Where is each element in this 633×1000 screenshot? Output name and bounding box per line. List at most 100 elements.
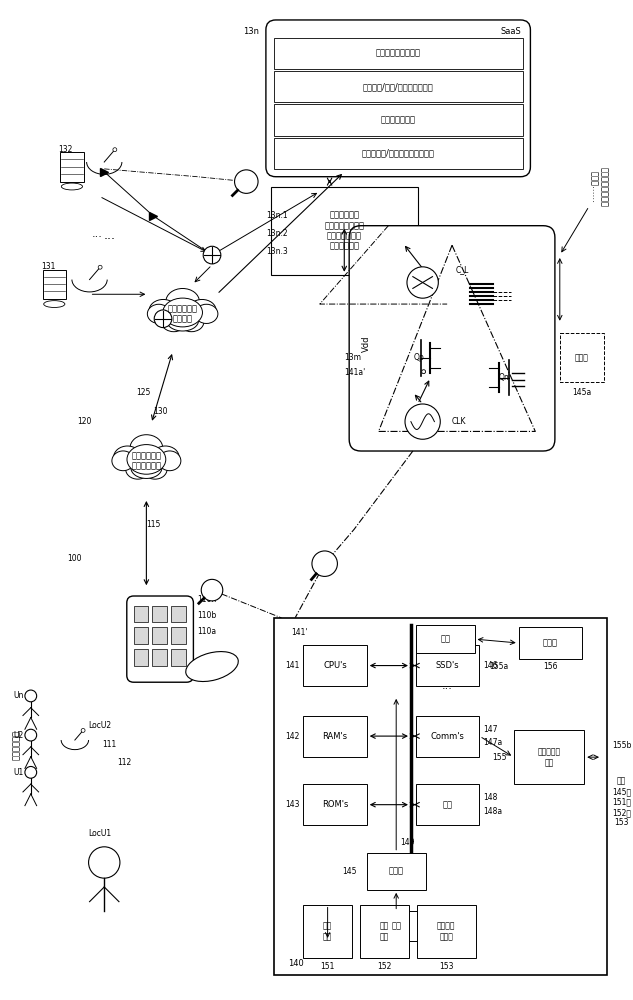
Circle shape bbox=[203, 246, 221, 264]
Circle shape bbox=[89, 847, 120, 878]
Text: 自适应机器学习: 自适应机器学习 bbox=[380, 115, 416, 124]
Text: 显示器: 显示器 bbox=[543, 639, 558, 648]
Circle shape bbox=[235, 170, 258, 193]
Text: 149: 149 bbox=[401, 838, 415, 847]
Text: 112: 112 bbox=[116, 758, 131, 767]
Text: 13m: 13m bbox=[344, 353, 361, 362]
Text: 系统
时钟: 系统 时钟 bbox=[380, 922, 389, 941]
Text: 去往
145、
151、
152、
153: 去往 145、 151、 152、 153 bbox=[611, 777, 631, 827]
Circle shape bbox=[405, 404, 441, 439]
Text: ...: ... bbox=[103, 229, 115, 242]
Text: 141: 141 bbox=[285, 661, 300, 670]
Text: LocU2: LocU2 bbox=[88, 721, 111, 730]
Bar bbox=[134, 606, 148, 622]
Text: 111: 111 bbox=[102, 740, 116, 749]
Bar bbox=[303, 645, 367, 686]
Text: 13n.1: 13n.1 bbox=[266, 211, 287, 220]
Text: Un: Un bbox=[13, 691, 23, 700]
Bar bbox=[153, 606, 167, 622]
Text: U2: U2 bbox=[13, 731, 23, 740]
Circle shape bbox=[98, 265, 102, 269]
Text: 110n: 110n bbox=[197, 595, 216, 604]
Bar bbox=[273, 618, 607, 975]
Circle shape bbox=[25, 690, 37, 702]
Ellipse shape bbox=[195, 304, 218, 323]
Ellipse shape bbox=[185, 652, 238, 682]
Circle shape bbox=[422, 370, 425, 374]
Bar bbox=[360, 905, 409, 958]
Circle shape bbox=[25, 729, 37, 741]
Bar bbox=[134, 627, 148, 644]
Text: 110a: 110a bbox=[197, 627, 216, 636]
Ellipse shape bbox=[161, 312, 186, 332]
Ellipse shape bbox=[127, 445, 166, 474]
Text: 输入: 输入 bbox=[391, 922, 401, 931]
Text: 141a': 141a' bbox=[344, 368, 365, 377]
Bar bbox=[560, 333, 604, 382]
Bar bbox=[303, 716, 367, 757]
Ellipse shape bbox=[130, 435, 163, 462]
Bar bbox=[303, 784, 367, 825]
Text: 131: 131 bbox=[41, 262, 56, 271]
Bar bbox=[514, 730, 584, 784]
Circle shape bbox=[407, 267, 438, 298]
Text: 本地温度
传感器: 本地温度 传感器 bbox=[437, 922, 455, 941]
Ellipse shape bbox=[131, 457, 162, 478]
Bar bbox=[134, 649, 148, 666]
Text: Qp: Qp bbox=[414, 353, 425, 362]
Text: 141': 141' bbox=[291, 628, 308, 637]
Ellipse shape bbox=[113, 446, 141, 469]
Ellipse shape bbox=[166, 310, 199, 331]
Text: ...: ... bbox=[442, 681, 453, 691]
Text: 153: 153 bbox=[439, 962, 453, 971]
Text: 130: 130 bbox=[153, 407, 167, 416]
Text: 其它: 其它 bbox=[442, 800, 453, 809]
Text: CLK: CLK bbox=[452, 417, 467, 426]
Bar bbox=[42, 270, 66, 299]
Bar bbox=[171, 649, 185, 666]
Circle shape bbox=[312, 551, 337, 576]
Bar bbox=[171, 627, 185, 644]
Text: 逻辑: 逻辑 bbox=[440, 635, 450, 644]
Text: 148: 148 bbox=[484, 793, 498, 802]
Text: ROM's: ROM's bbox=[322, 800, 348, 809]
Ellipse shape bbox=[44, 301, 65, 307]
Text: CPU's: CPU's bbox=[323, 661, 347, 670]
Text: 151: 151 bbox=[320, 962, 335, 971]
Bar bbox=[153, 627, 167, 644]
Text: LocU1: LocU1 bbox=[88, 829, 111, 838]
Text: SSD's: SSD's bbox=[436, 661, 460, 670]
Bar bbox=[518, 627, 582, 659]
Text: 外部温度、湿度、
压力，……: 外部温度、湿度、 压力，…… bbox=[589, 167, 609, 207]
Circle shape bbox=[154, 310, 172, 328]
Ellipse shape bbox=[179, 312, 204, 332]
Bar bbox=[60, 152, 84, 182]
Text: 100: 100 bbox=[68, 554, 82, 563]
Text: RAM's: RAM's bbox=[322, 732, 348, 741]
Bar bbox=[271, 187, 418, 275]
Text: 152: 152 bbox=[377, 962, 392, 971]
Text: 145: 145 bbox=[342, 867, 356, 876]
Bar bbox=[416, 625, 475, 653]
Ellipse shape bbox=[147, 304, 170, 323]
Circle shape bbox=[201, 579, 223, 601]
Bar bbox=[273, 71, 523, 102]
Bar bbox=[273, 38, 523, 69]
Text: 新调节器和/或其它功率优化分析: 新调节器和/或其它功率优化分析 bbox=[361, 149, 435, 158]
Text: 云（服务器、
路由器）: 云（服务器、 路由器） bbox=[168, 304, 197, 324]
Bar bbox=[303, 905, 352, 958]
Bar bbox=[416, 645, 479, 686]
Bar bbox=[367, 911, 425, 941]
FancyBboxPatch shape bbox=[127, 596, 194, 682]
Ellipse shape bbox=[151, 446, 179, 469]
Text: SaaS: SaaS bbox=[501, 27, 521, 36]
Ellipse shape bbox=[188, 299, 216, 321]
Text: 移动
电源: 移动 电源 bbox=[323, 922, 332, 941]
Bar bbox=[367, 853, 425, 890]
Text: 147a: 147a bbox=[484, 738, 503, 747]
Text: 插装性能跟
踪器: 插装性能跟 踪器 bbox=[537, 747, 561, 767]
Text: 110b: 110b bbox=[197, 611, 216, 620]
Bar bbox=[171, 606, 185, 622]
Text: ...: ... bbox=[92, 229, 103, 239]
Text: 其它用户场景: 其它用户场景 bbox=[11, 730, 21, 760]
